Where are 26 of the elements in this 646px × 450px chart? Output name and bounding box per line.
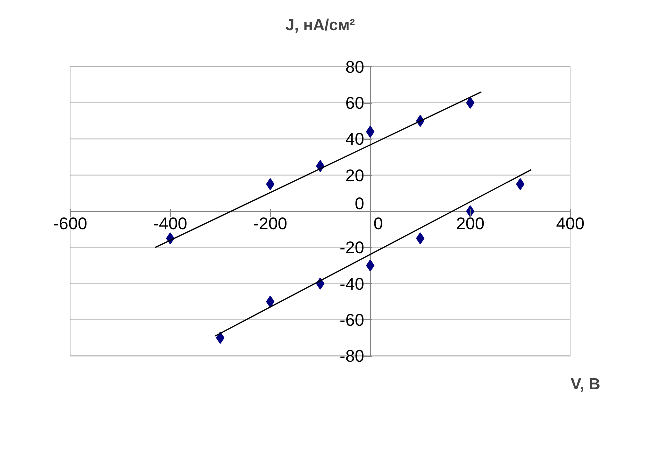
point: [516, 178, 525, 190]
point: [466, 206, 475, 218]
x-tick-label: 0: [374, 214, 384, 234]
x-axis-title: V, В: [570, 376, 601, 394]
y-tick-label: 20: [346, 166, 365, 186]
point: [216, 332, 225, 344]
y-tick-label: 0: [355, 194, 365, 214]
y-tick-label: -40: [340, 274, 365, 294]
x-tick-label: -600: [53, 214, 88, 234]
x-tick-label: -200: [253, 214, 288, 234]
point: [266, 178, 275, 190]
y-tick-label: 60: [346, 94, 365, 114]
y-tick-label: -80: [340, 347, 365, 366]
point: [366, 126, 375, 138]
y-tick-label: -20: [340, 238, 365, 258]
point: [266, 296, 275, 308]
point: [466, 97, 475, 110]
point: [366, 260, 375, 272]
x-tick-label: 400: [556, 214, 585, 234]
point: [416, 232, 425, 245]
y-tick-label: 80: [346, 58, 365, 77]
y-tick-label: -60: [340, 310, 365, 330]
x-tick-label: 200: [456, 214, 485, 234]
y-axis-title: J, нА/см²: [286, 18, 356, 34]
x-tick-label: -400: [153, 214, 188, 234]
y-tick-label: 40: [346, 130, 365, 150]
